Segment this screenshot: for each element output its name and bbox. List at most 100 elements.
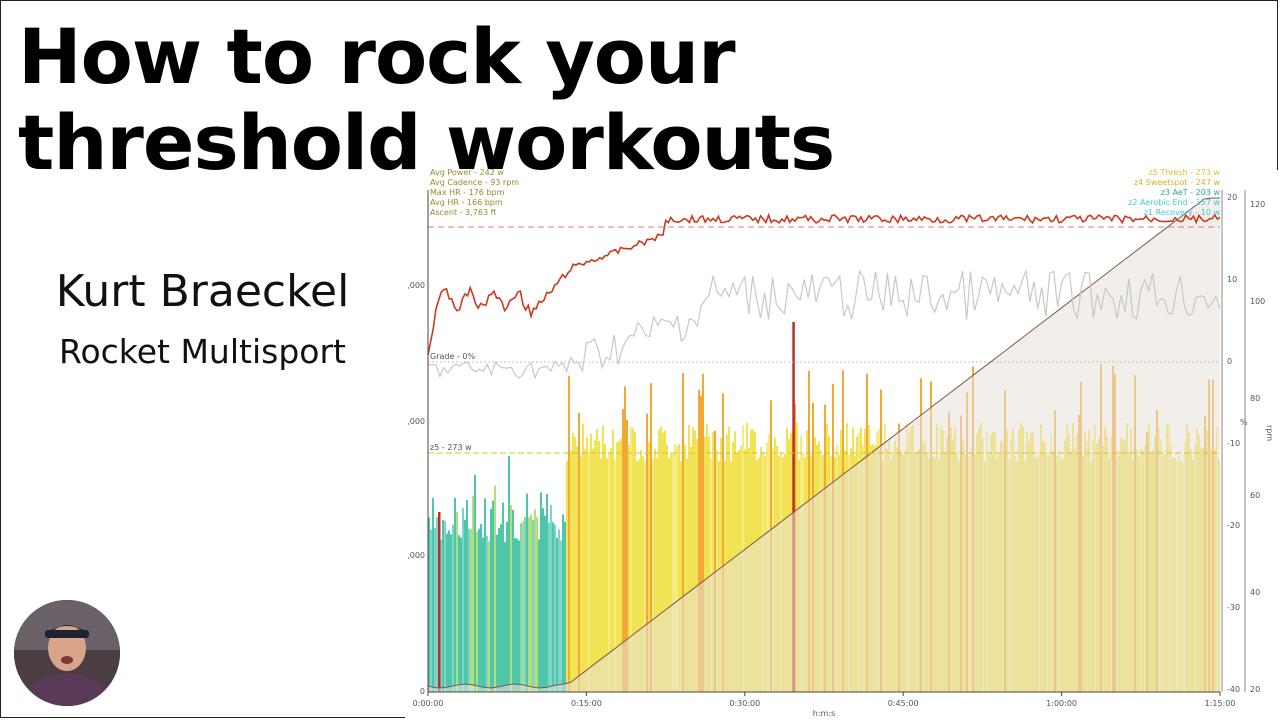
power-bar [536, 516, 538, 692]
power-bar [504, 541, 506, 692]
power-bar [650, 383, 652, 692]
power-bar [472, 495, 474, 692]
power-bar [440, 539, 442, 692]
power-bar [616, 442, 618, 692]
power-bar [526, 493, 528, 692]
power-bar [528, 517, 530, 692]
power-bar [630, 427, 632, 692]
power-bar [660, 426, 662, 692]
grade-tick-label: -30 [1227, 603, 1240, 612]
zone-z5: z5 Thresh - 273 w [1148, 168, 1220, 177]
power-bar [446, 533, 448, 692]
power-bar [596, 428, 598, 692]
power-bar [556, 537, 558, 692]
power-bar [648, 442, 650, 692]
power-bar [632, 428, 634, 692]
grade-tick-label: -20 [1227, 521, 1240, 530]
power-bar [524, 517, 526, 692]
power-bar [686, 458, 688, 692]
power-bar [668, 457, 670, 692]
power-bar [564, 521, 566, 692]
power-bar [566, 460, 568, 692]
power-bar [700, 395, 702, 692]
left-tick-label: ,000 [407, 417, 425, 426]
stat-ascent: Ascent - 3,763 ft [430, 208, 497, 217]
title-line-1: How to rock your [18, 12, 736, 101]
left-tick-label: ,000 [407, 551, 425, 560]
power-bar [458, 535, 460, 692]
power-bar [506, 521, 508, 692]
power-bar [634, 431, 636, 692]
zone-z1: z1 Recovery - 10 w [1143, 208, 1220, 217]
zone-z4: z4 Sweetspot - 247 w [1133, 178, 1220, 187]
power-bar [702, 373, 704, 692]
x-axis-label: h:m:s [813, 709, 835, 718]
power-bar [600, 458, 602, 692]
power-bar [698, 389, 700, 692]
power-bar [478, 528, 480, 692]
power-bar [452, 524, 454, 692]
power-bar [480, 524, 482, 692]
power-bar [456, 511, 458, 692]
power-bar [508, 455, 510, 692]
slide-title: How to rock your threshold workouts [18, 14, 838, 186]
power-bar [614, 459, 616, 692]
power-bar [622, 409, 624, 692]
power-bar [640, 450, 642, 692]
power-bar [454, 497, 456, 692]
power-bar [474, 474, 476, 692]
power-bar [568, 375, 570, 692]
power-bar [666, 444, 668, 692]
power-bar [476, 531, 478, 692]
power-bar [618, 441, 620, 692]
power-bar [444, 521, 446, 692]
power-bar [486, 535, 488, 692]
power-bar [560, 540, 562, 692]
power-bar [470, 528, 472, 692]
power-bar [612, 429, 614, 692]
power-bar [500, 524, 502, 692]
power-bar [466, 500, 468, 692]
rpm-tick-label: 60 [1250, 491, 1260, 500]
presenter-name: Kurt Braeckel [55, 266, 350, 317]
grade-tick-label: 20 [1227, 193, 1237, 202]
power-bar [582, 423, 584, 692]
x-tick-label: 0:15:00 [571, 699, 602, 708]
power-bar [712, 432, 714, 692]
power-bar [604, 444, 606, 692]
x-tick-label: 1:00:00 [1046, 699, 1077, 708]
power-bar [502, 502, 504, 692]
power-bar [522, 520, 524, 692]
power-bar [512, 510, 514, 692]
power-bar [428, 517, 430, 692]
power-bar [592, 448, 594, 692]
power-bar [690, 446, 692, 692]
power-bar [484, 498, 486, 692]
power-bar [578, 412, 580, 692]
x-tick-label: 0:00:00 [413, 699, 444, 708]
power-bar [676, 446, 678, 692]
power-bar [534, 509, 536, 692]
power-bar [670, 453, 672, 692]
power-spike [792, 322, 795, 692]
power-bar [586, 437, 588, 692]
grade-tick-label: -40 [1227, 685, 1240, 694]
power-bar [688, 424, 690, 692]
power-bar [538, 539, 540, 692]
power-bar [706, 424, 708, 692]
power-bar [672, 453, 674, 692]
power-bar [606, 458, 608, 692]
power-bar [530, 514, 532, 692]
power-bar [598, 440, 600, 692]
power-bar [488, 540, 490, 692]
power-bar [572, 432, 574, 692]
power-threshold-label: z5 - 273 w [430, 443, 472, 452]
power-bar [434, 527, 436, 692]
power-bar [646, 413, 648, 692]
grade-tick-label: 10 [1227, 275, 1237, 284]
power-bar [674, 443, 676, 692]
power-bar [728, 426, 730, 692]
power-bar [644, 461, 646, 692]
power-bar [694, 430, 696, 692]
power-bar [682, 372, 684, 692]
